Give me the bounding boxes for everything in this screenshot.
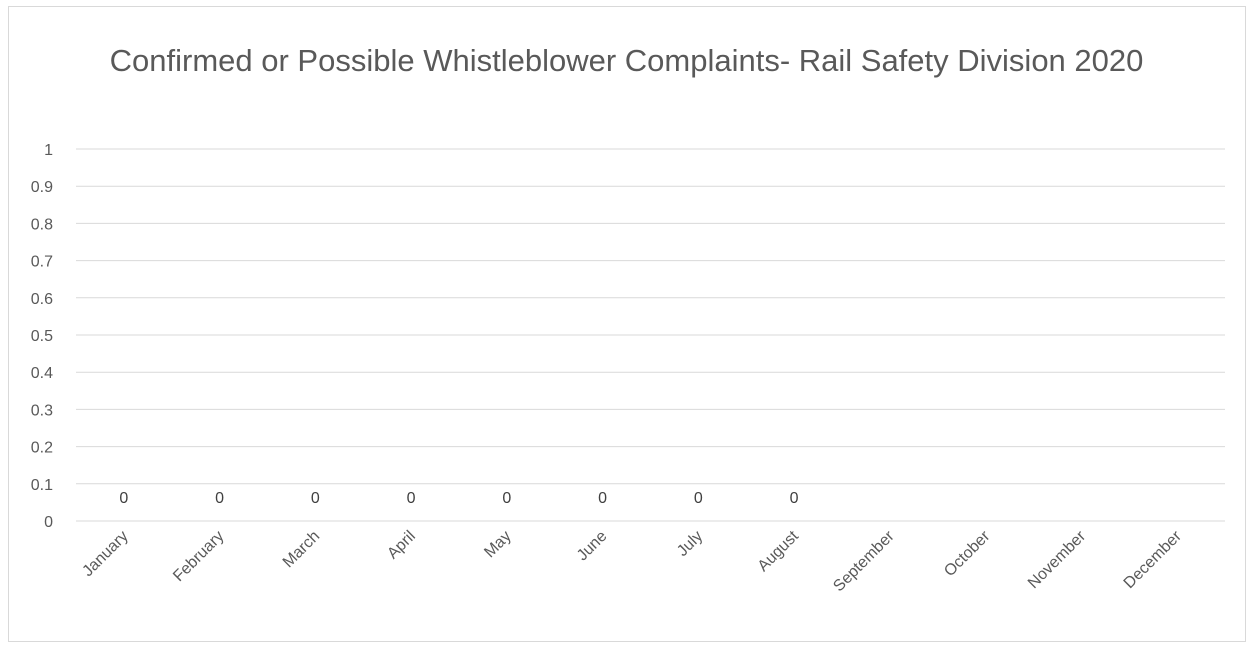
chart-area <box>8 6 1246 642</box>
data-label: 0 <box>790 490 799 507</box>
x-tick-label: December <box>1121 527 1186 592</box>
x-tick-label: August <box>755 527 803 575</box>
y-tick-label: 0 <box>44 514 53 531</box>
data-label: 0 <box>119 490 128 507</box>
y-tick-label: 0.6 <box>31 291 53 308</box>
data-label: 0 <box>407 490 416 507</box>
x-tick-label: November <box>1025 527 1090 592</box>
data-label: 0 <box>311 490 320 507</box>
x-tick-label: May <box>481 528 514 561</box>
x-tick-label: July <box>674 528 706 560</box>
y-tick-label: 0.3 <box>31 402 53 419</box>
x-tick-label: March <box>280 528 323 571</box>
chart-title: Confirmed or Possible Whistleblower Comp… <box>109 43 1144 78</box>
y-tick-label: 0.4 <box>31 365 53 382</box>
data-label: 0 <box>502 490 511 507</box>
data-label: 0 <box>598 490 607 507</box>
y-tick-label: 0.1 <box>31 477 53 494</box>
y-tick-label: 0.5 <box>31 328 53 345</box>
data-label: 0 <box>215 490 224 507</box>
y-tick-label: 0.7 <box>31 254 53 271</box>
x-tick-label: October <box>941 527 994 580</box>
y-tick-label: 0.2 <box>31 440 53 457</box>
y-tick-label: 0.9 <box>31 179 53 196</box>
y-tick-label: 0.8 <box>31 216 53 233</box>
x-tick-label: January <box>79 528 131 580</box>
x-tick-label: September <box>830 527 898 595</box>
x-tick-label: February <box>170 528 227 585</box>
data-label: 0 <box>694 490 703 507</box>
x-tick-label: April <box>384 528 419 563</box>
x-tick-label: June <box>574 528 611 565</box>
y-tick-label: 1 <box>44 142 53 159</box>
